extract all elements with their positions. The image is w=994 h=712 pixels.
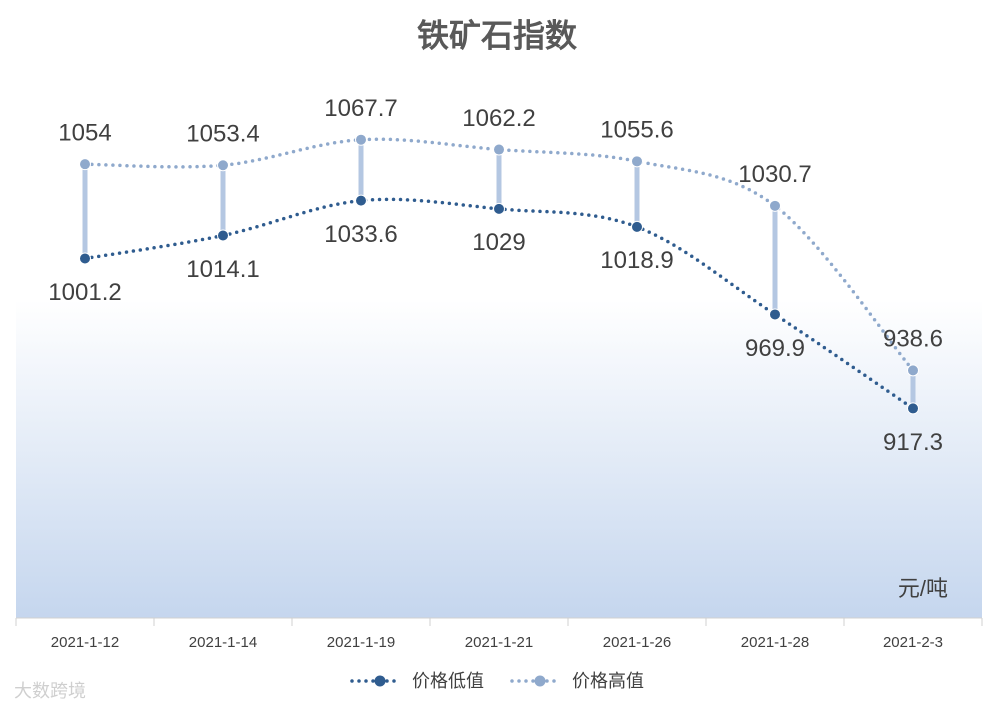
chart-title: 铁矿石指数: [417, 17, 578, 53]
x-tick-label: 2021-1-14: [189, 634, 257, 651]
data-label: 1018.9: [600, 247, 673, 274]
point: [217, 229, 229, 242]
point: [631, 220, 643, 233]
point: [769, 199, 781, 212]
point: [493, 202, 505, 215]
legend-marker: [374, 675, 386, 687]
watermark: 大数跨境: [14, 681, 86, 701]
legend-marker: [534, 675, 546, 687]
data-label: 1033.6: [324, 221, 397, 248]
legend-label: 价格高值: [572, 671, 644, 691]
x-tick-label: 2021-1-19: [327, 634, 395, 651]
point: [907, 364, 919, 377]
data-label: 1062.2: [462, 105, 535, 132]
data-label: 1055.6: [600, 117, 673, 144]
data-label: 1014.1: [186, 256, 259, 283]
data-label: 1054: [58, 120, 111, 147]
x-tick-label: 2021-1-28: [741, 634, 809, 651]
x-tick-label: 2021-2-3: [883, 634, 943, 651]
point: [79, 158, 91, 171]
series-line: [83, 137, 915, 373]
data-label: 938.6: [883, 326, 943, 353]
unit-label: 元/吨: [898, 576, 948, 601]
x-tick-label: 2021-1-26: [603, 634, 671, 651]
data-label: 1067.7: [324, 95, 397, 122]
point: [631, 155, 643, 168]
x-tick-label: 2021-1-12: [51, 634, 119, 651]
point: [493, 143, 505, 156]
x-tick-label: 2021-1-21: [465, 634, 533, 651]
data-label: 1053.4: [186, 121, 259, 148]
legend-label: 价格低值: [412, 671, 484, 691]
data-label: 1029: [472, 229, 525, 256]
data-label: 969.9: [745, 335, 805, 362]
plot-background: [16, 300, 982, 618]
data-label: 1001.2: [48, 279, 121, 306]
point: [355, 133, 367, 146]
point: [355, 194, 367, 207]
point: [217, 159, 229, 172]
point: [79, 252, 91, 265]
data-label: 1030.7: [738, 161, 811, 188]
point: [907, 402, 919, 415]
point: [769, 308, 781, 321]
data-label: 917.3: [883, 429, 943, 456]
